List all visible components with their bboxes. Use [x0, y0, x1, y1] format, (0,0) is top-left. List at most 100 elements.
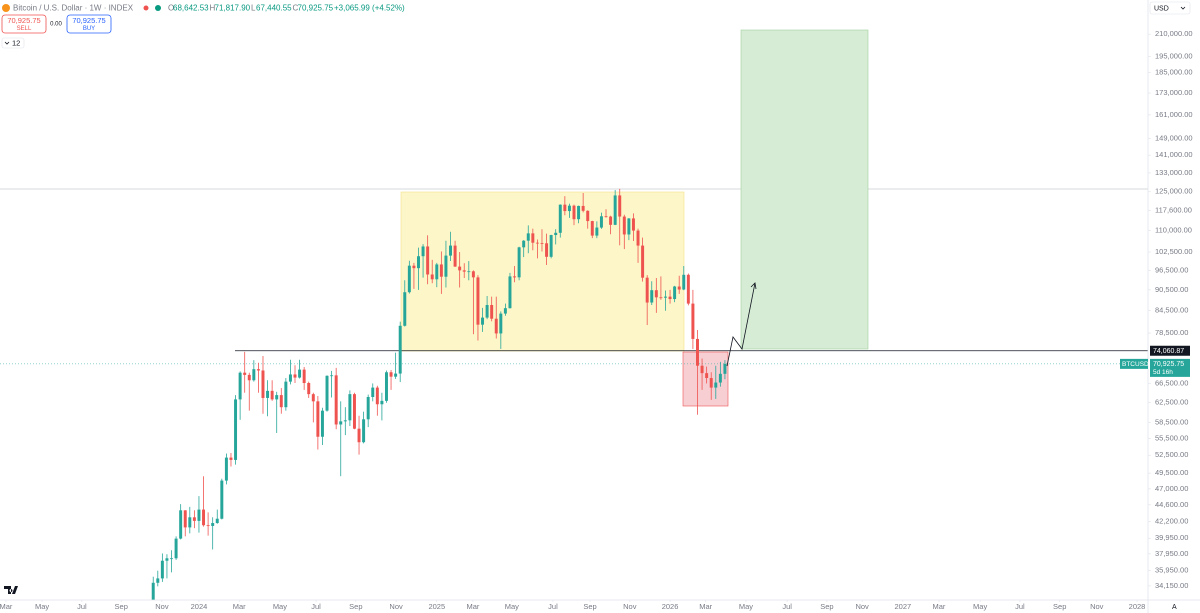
candle-body — [302, 369, 306, 383]
candle-body — [224, 457, 228, 481]
candle-body — [618, 195, 622, 217]
candle-body — [165, 558, 169, 561]
candle-body — [686, 274, 690, 304]
candle-body — [256, 369, 260, 371]
x-tick-label: Jul — [77, 602, 87, 611]
sell-price[interactable]: 70,925.75 — [7, 16, 40, 25]
candle-body — [517, 247, 521, 278]
ohlc-legend: O68,642.53 H 71,817.90 L 67,440.55 C 70,925.75 — [168, 4, 334, 13]
x-tick-label: 2027 — [895, 602, 912, 611]
candle-body — [631, 218, 635, 231]
y-tick-label: 173,000.00 — [1155, 88, 1193, 97]
candle-body — [476, 277, 480, 325]
y-tick-label: 34,150.00 — [1155, 581, 1188, 590]
candle-body — [343, 420, 347, 422]
candle-body — [202, 509, 206, 526]
candle-body — [412, 265, 416, 269]
candle-body — [627, 218, 631, 235]
y-tick-label: 125,000.00 — [1155, 187, 1193, 196]
sell-label[interactable]: SELL — [17, 26, 32, 32]
candle-body — [718, 373, 722, 383]
y-tick-label: 66,500.00 — [1155, 378, 1188, 387]
candle-body — [609, 216, 613, 225]
buy-price[interactable]: 70,925.75 — [72, 16, 105, 25]
candle-body — [311, 394, 315, 402]
candle-body — [288, 374, 292, 382]
ohlc-key: H — [210, 4, 216, 13]
candle-body — [673, 286, 677, 300]
ohlc-key: O — [168, 4, 174, 13]
candle-body — [554, 232, 558, 236]
candle-body — [682, 274, 686, 290]
candle-body — [366, 396, 370, 420]
candle-body — [220, 480, 224, 519]
x-tick-label: Sep — [349, 602, 362, 611]
candle-body — [362, 419, 366, 443]
sell-button[interactable] — [1, 14, 47, 34]
candle-body — [709, 378, 713, 388]
candle-body — [284, 381, 288, 408]
auto-scale[interactable]: A — [1172, 604, 1177, 611]
status-dot — [143, 5, 149, 11]
candle-body — [247, 374, 251, 381]
candle-body — [238, 372, 242, 400]
currency-select[interactable] — [1149, 1, 1191, 15]
candle-body — [316, 401, 320, 437]
symbol-tag — [1120, 358, 1148, 369]
y-tick-label: 90,500.00 — [1155, 285, 1188, 294]
x-tick-label: Jul — [782, 602, 792, 611]
y-tick-label: 110,000.00 — [1155, 226, 1192, 235]
candle-body — [348, 394, 352, 421]
candle-body — [586, 210, 590, 222]
candle-body — [261, 370, 265, 398]
ohlc-value: 68,642.53 — [173, 4, 209, 13]
candle-body — [641, 245, 645, 278]
candle-body — [663, 296, 667, 298]
candle-body — [485, 304, 489, 318]
x-tick-label: May — [505, 602, 519, 611]
candle-body — [371, 387, 375, 397]
candle-body — [234, 399, 238, 460]
y-tick-label: 58,500.00 — [1155, 417, 1188, 426]
candle-body — [595, 227, 599, 236]
candle-body — [490, 304, 494, 319]
y-tick-label: 96,500.00 — [1155, 265, 1188, 274]
candle-body — [160, 560, 164, 579]
candle-body — [439, 264, 443, 277]
candle-body — [293, 374, 297, 378]
candle-body — [357, 428, 361, 443]
candle-body — [435, 264, 439, 280]
candle-body — [426, 246, 430, 275]
candle-body — [700, 365, 704, 374]
chevron — [4, 41, 10, 45]
x-tick-label: 2025 — [428, 602, 445, 611]
candle-body — [526, 233, 530, 241]
candle-body — [421, 246, 425, 257]
indicator-count[interactable]: 12 — [12, 38, 20, 47]
x-tick-label: Mar — [0, 602, 13, 611]
candle-body — [449, 245, 452, 256]
candle-body — [549, 235, 553, 257]
candle-body — [151, 582, 155, 600]
candle-body — [375, 387, 379, 405]
x-tick-label: Sep — [583, 602, 596, 611]
buy-button[interactable] — [66, 14, 112, 34]
candle-body — [417, 256, 420, 269]
candle-body — [471, 271, 475, 278]
candle-body — [252, 369, 256, 381]
spread: 0.00 — [50, 22, 62, 28]
candle-body — [183, 510, 187, 528]
candle-body — [211, 523, 215, 526]
x-tick-label: May — [273, 602, 287, 611]
x-tick-label: Mar — [233, 602, 246, 611]
x-tick-label: Nov — [155, 602, 169, 611]
currency[interactable]: USD — [1154, 5, 1169, 12]
x-tick-label: 2028 — [1129, 602, 1146, 611]
buy-label[interactable]: BUY — [83, 26, 95, 32]
x-tick-label: Nov — [623, 602, 637, 611]
candle-body — [156, 578, 160, 583]
candle-body — [677, 286, 681, 290]
candle-body — [275, 395, 279, 400]
ohlc-value: 71,817.90 — [215, 4, 251, 13]
indicators-toggle[interactable] — [1, 37, 25, 49]
